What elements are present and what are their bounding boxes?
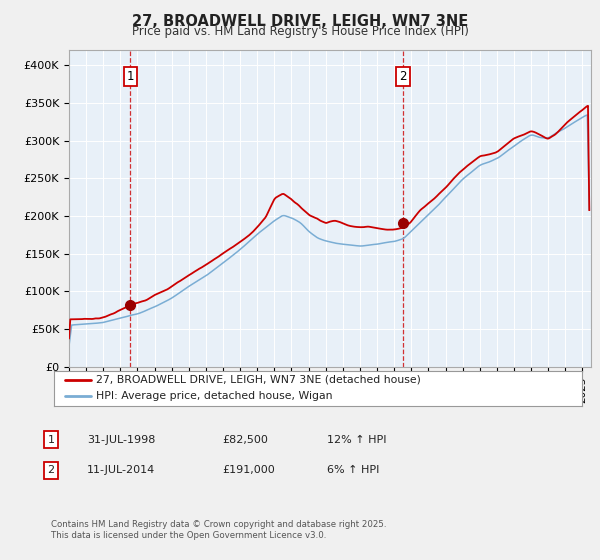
Text: 12% ↑ HPI: 12% ↑ HPI [327,435,386,445]
Text: 27, BROADWELL DRIVE, LEIGH, WN7 3NE (detached house): 27, BROADWELL DRIVE, LEIGH, WN7 3NE (det… [96,375,421,385]
Text: 31-JUL-1998: 31-JUL-1998 [87,435,155,445]
Text: 1: 1 [47,435,55,445]
Text: 6% ↑ HPI: 6% ↑ HPI [327,465,379,475]
Text: £191,000: £191,000 [222,465,275,475]
Text: 1: 1 [127,70,134,83]
Text: 11-JUL-2014: 11-JUL-2014 [87,465,155,475]
Text: 2: 2 [400,70,407,83]
Text: £82,500: £82,500 [222,435,268,445]
Text: Contains HM Land Registry data © Crown copyright and database right 2025.
This d: Contains HM Land Registry data © Crown c… [51,520,386,540]
Text: 27, BROADWELL DRIVE, LEIGH, WN7 3NE: 27, BROADWELL DRIVE, LEIGH, WN7 3NE [132,14,468,29]
Text: 2: 2 [47,465,55,475]
Text: HPI: Average price, detached house, Wigan: HPI: Average price, detached house, Wiga… [96,391,333,402]
Text: Price paid vs. HM Land Registry's House Price Index (HPI): Price paid vs. HM Land Registry's House … [131,25,469,38]
